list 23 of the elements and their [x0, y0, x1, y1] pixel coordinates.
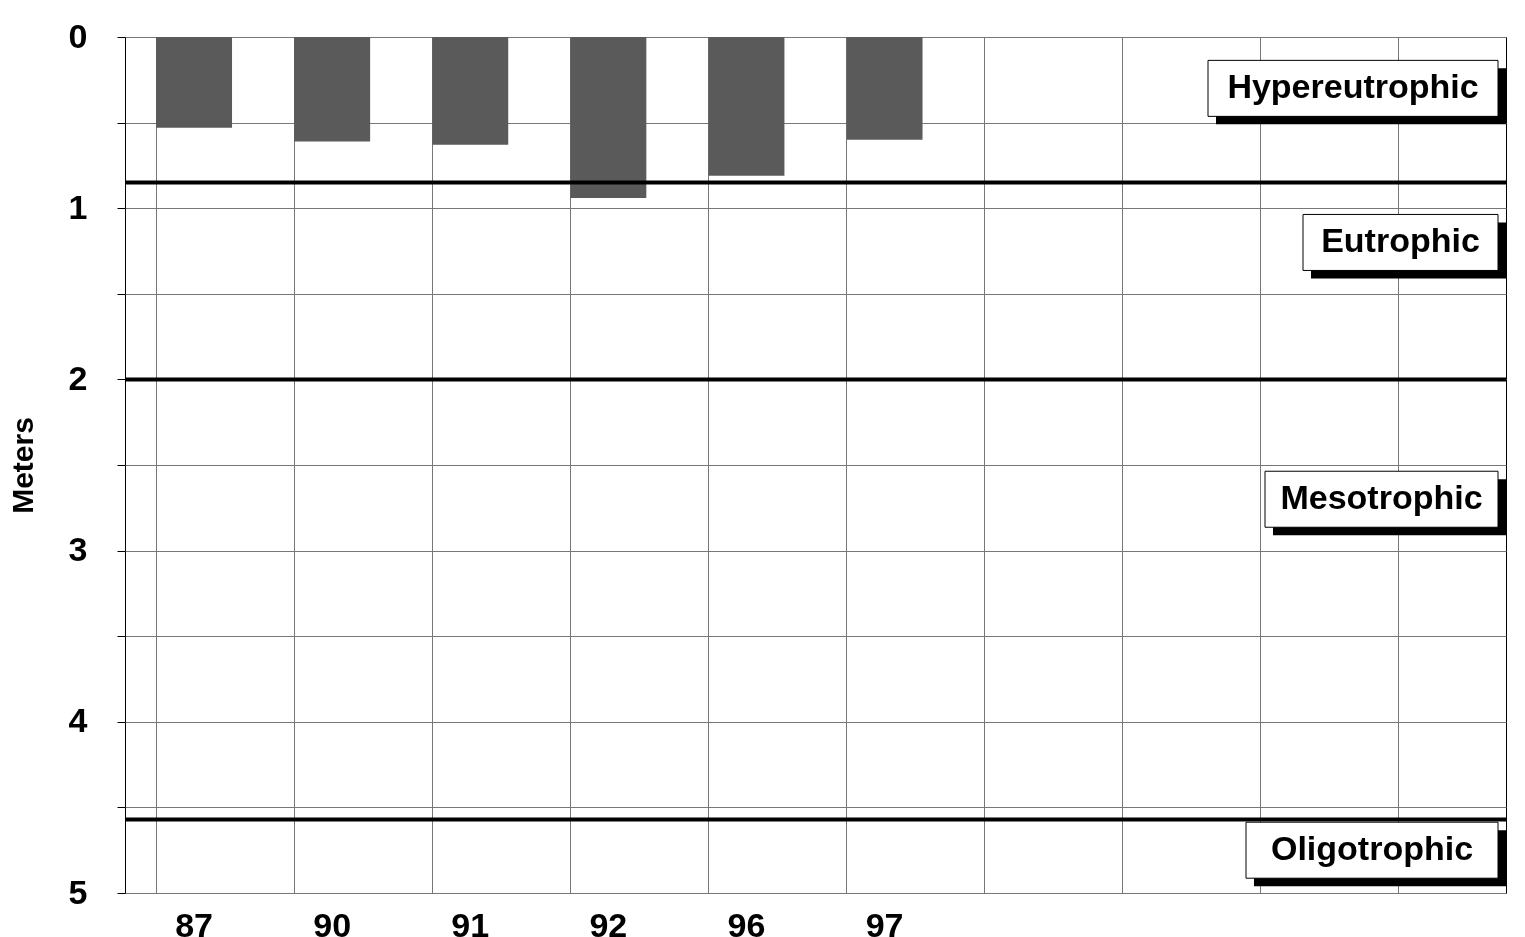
y-tick-label: 0: [68, 16, 88, 55]
x-tick-label: 87: [175, 905, 213, 937]
y-tick-label: 3: [68, 530, 88, 569]
bar: [156, 37, 233, 128]
x-tick-label: 90: [313, 905, 352, 937]
annotation: Hypereutrophic: [1227, 67, 1479, 106]
y-axis-title: Meters: [5, 417, 39, 514]
x-tick-label: 97: [865, 905, 904, 937]
x-tick-label: 91: [451, 905, 490, 937]
x-tick-label: 96: [727, 905, 766, 937]
annotation: Oligotrophic: [1270, 829, 1474, 868]
x-tick-label: 92: [589, 905, 628, 937]
y-tick-label: 4: [68, 701, 88, 740]
y-tick-label: 2: [68, 358, 88, 397]
y-tick-label: 5: [68, 872, 88, 911]
bar: [294, 37, 371, 142]
bar: [570, 37, 647, 198]
y-tick-label: 1: [68, 187, 88, 226]
annotation: Eutrophic: [1321, 221, 1480, 260]
bar: [846, 37, 923, 140]
annotation: Mesotrophic: [1280, 478, 1483, 517]
bar: [708, 37, 785, 176]
bar: [432, 37, 509, 145]
